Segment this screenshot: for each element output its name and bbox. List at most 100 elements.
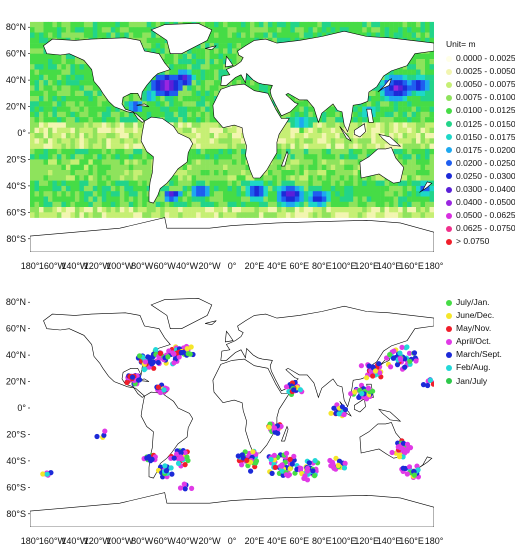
event-point [425, 382, 431, 389]
lat-tick-label: 60°N [6, 324, 26, 334]
lon-tick-label: 60°W [154, 536, 177, 546]
legend-swatch [446, 338, 452, 345]
top-map: 80°N60°N40°N20°N0°20°S40°S60°S80°S 180° 1… [6, 14, 444, 271]
legend-label: 0.0075 - 0.0100 [456, 92, 515, 103]
event-point [406, 350, 413, 356]
event-point [180, 349, 186, 355]
land-polygon [359, 147, 405, 184]
event-point [310, 468, 316, 474]
legend-swatch [446, 68, 452, 75]
event-point [178, 450, 184, 456]
lon-tick-label: 160°E [399, 536, 424, 546]
event-point [269, 470, 275, 476]
top-legend: Unit= m 0.0000 - 0.0025 0.0025 - 0.0050 0.… [446, 38, 515, 249]
event-point [378, 374, 384, 380]
event-point [149, 456, 155, 462]
lon-tick-label: 0° [228, 261, 237, 271]
event-point [387, 352, 393, 358]
event-point [411, 472, 418, 478]
legend-entry: 0.0400 - 0.0500 [446, 196, 515, 209]
event-point [341, 411, 347, 418]
land-polygon [220, 30, 434, 133]
legend-entry: 0.0075 - 0.0100 [446, 91, 515, 104]
legend-label: 0.0200 - 0.0250 [456, 157, 515, 168]
land-polygon [377, 78, 392, 93]
event-point [399, 344, 405, 350]
land-polygon [43, 312, 171, 398]
event-point [286, 472, 292, 478]
land-polygon [43, 37, 171, 123]
legend-swatch [446, 186, 452, 193]
legend-label: Jan/July [456, 375, 488, 386]
event-point [333, 455, 339, 461]
legend-label: March/Sept. [456, 349, 502, 360]
legend-swatch [446, 94, 452, 101]
lat-tick-label: 40°N [6, 75, 26, 85]
event-point [336, 411, 342, 417]
legend-label: 0.0125 - 0.0150 [456, 118, 515, 129]
event-point [239, 452, 245, 458]
legend-swatch [446, 312, 452, 319]
event-point [305, 465, 311, 471]
event-point [157, 350, 164, 356]
land-polygon [378, 408, 402, 422]
event-point [151, 365, 157, 371]
event-point [289, 461, 295, 467]
legend-entry: 0.0100 - 0.0125 [446, 104, 515, 117]
legend-entry: Feb/Aug. [446, 361, 502, 374]
event-point [271, 425, 278, 431]
event-point [359, 391, 365, 397]
event-point [248, 468, 254, 474]
legend-swatch [446, 173, 452, 180]
event-point [175, 460, 182, 466]
land-polygon [224, 330, 234, 343]
lon-tick-label: 140°W [61, 536, 89, 546]
lat-tick-label: 80°N [6, 22, 26, 32]
event-point [137, 353, 143, 359]
event-point [384, 355, 390, 361]
event-point [377, 370, 383, 376]
lon-tick-label: 100°E [332, 536, 357, 546]
event-point [402, 465, 408, 472]
lat-tick-label: 60°S [6, 482, 26, 492]
event-point [266, 424, 272, 430]
lat-tick-label: 20°S [6, 429, 26, 439]
lon-tick-label: 40°E [267, 536, 287, 546]
event-point [250, 449, 256, 455]
event-point [244, 457, 250, 463]
event-point [341, 465, 348, 471]
legend-entry: 0.0625 - 0.0750 [446, 222, 515, 235]
event-point [370, 373, 376, 379]
event-point [165, 354, 171, 360]
legend-entry: 0.0025 - 0.0050 [446, 65, 515, 78]
land-polygon [280, 150, 289, 167]
land-polygon [150, 22, 213, 54]
event-point [40, 471, 46, 477]
land-polygon [339, 126, 352, 142]
event-point [356, 394, 362, 400]
event-point [171, 360, 177, 366]
lon-tick-label: 180° [425, 536, 444, 546]
event-point [184, 454, 190, 460]
event-point [413, 358, 419, 364]
land-polygon [205, 320, 217, 326]
lon-tick-label: 80°W [131, 536, 154, 546]
legend-entry: April/Oct. [446, 335, 502, 348]
lat-tick-label: 20°N [6, 377, 26, 387]
legend-swatch [446, 199, 452, 206]
event-point [287, 466, 293, 472]
land-polygon [136, 103, 150, 107]
lon-tick-label: 40°W [176, 536, 199, 546]
event-point [366, 363, 372, 369]
land-polygon [419, 181, 433, 193]
lon-tick-label: 100°W [106, 536, 134, 546]
lat-tick-label: 80°S [6, 234, 26, 244]
legend-entry: 0.0125 - 0.0150 [446, 118, 515, 131]
lat-tick-label: 40°S [6, 456, 26, 466]
event-point [372, 368, 379, 374]
lon-tick-label: 140°W [61, 261, 89, 271]
lat-tick-label: 0° [17, 403, 26, 413]
legend-entry: June/Dec. [446, 309, 502, 322]
land-polygon [378, 133, 402, 147]
